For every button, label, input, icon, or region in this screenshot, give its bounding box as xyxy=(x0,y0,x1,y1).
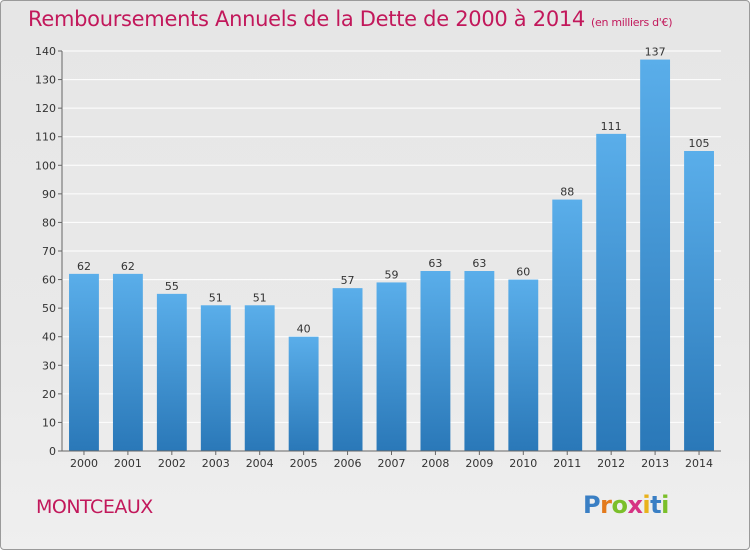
data-label: 60 xyxy=(516,266,530,279)
bar xyxy=(376,282,407,451)
data-label: 59 xyxy=(385,268,399,281)
y-tick-label: 70 xyxy=(42,245,56,258)
x-tick-label: 2004 xyxy=(246,457,274,470)
x-tick-label: 2008 xyxy=(421,457,449,470)
bar xyxy=(684,151,714,451)
y-tick-label: 80 xyxy=(42,216,56,229)
data-label: 55 xyxy=(165,280,179,293)
y-tick-label: 10 xyxy=(42,416,56,429)
bar xyxy=(420,271,451,451)
x-tick-label: 2014 xyxy=(685,457,713,470)
data-label: 137 xyxy=(645,46,666,59)
logo-letter: r xyxy=(600,491,612,519)
bar xyxy=(464,271,495,451)
bar xyxy=(69,273,99,451)
data-label: 57 xyxy=(341,274,355,287)
x-tick-label: 2006 xyxy=(334,457,362,470)
y-tick-label: 30 xyxy=(42,359,56,372)
x-tick-label: 2013 xyxy=(641,457,669,470)
commune-name: MONTCEAUX xyxy=(36,496,153,518)
x-tick-label: 2011 xyxy=(553,457,581,470)
logo-letter: t xyxy=(650,491,662,519)
bar xyxy=(244,305,275,451)
bar xyxy=(156,293,187,451)
x-tick-label: 2007 xyxy=(378,457,406,470)
bar xyxy=(552,199,583,451)
bar xyxy=(596,133,627,451)
data-label: 111 xyxy=(601,120,622,133)
y-tick-label: 20 xyxy=(42,388,56,401)
x-tick-label: 2012 xyxy=(597,457,625,470)
bar xyxy=(112,273,143,451)
y-tick-label: 50 xyxy=(42,302,56,315)
data-label: 63 xyxy=(428,257,442,270)
proxiti-logo[interactable]: Proxiti xyxy=(583,491,669,519)
y-tick-label: 120 xyxy=(35,102,56,115)
logo-letter: o xyxy=(611,491,628,519)
data-label: 88 xyxy=(560,186,574,199)
x-tick-label: 2009 xyxy=(465,457,493,470)
y-tick-label: 60 xyxy=(42,274,56,287)
x-axis: 2000 2001 2002 2003 2004 2005 2006 2007 2008 2009… xyxy=(62,450,721,470)
y-tick-label: 0 xyxy=(49,445,56,458)
logo-letter: i xyxy=(661,491,669,519)
data-label: 62 xyxy=(121,260,135,273)
bar xyxy=(332,288,363,451)
y-tick-label: 110 xyxy=(35,131,56,144)
unit-label: (en milliers d'€) xyxy=(591,16,673,29)
logo-letter: x xyxy=(627,491,643,519)
y-tick-label: 100 xyxy=(35,159,56,172)
y-tick-label: 90 xyxy=(42,188,56,201)
x-tick-label: 2000 xyxy=(70,457,98,470)
y-tick-label: 40 xyxy=(42,331,56,344)
bar xyxy=(288,336,319,451)
data-label: 63 xyxy=(472,257,486,270)
chart-title: Remboursements Annuels de la Dette de 20… xyxy=(28,7,672,31)
data-label: 105 xyxy=(689,137,710,150)
bar xyxy=(508,279,539,451)
data-label: 51 xyxy=(253,291,267,304)
data-label: 51 xyxy=(209,291,223,304)
x-tick-label: 2002 xyxy=(158,457,186,470)
x-tick-label: 2010 xyxy=(509,457,537,470)
y-tick-label: 130 xyxy=(35,74,56,87)
x-tick-label: 2003 xyxy=(202,457,230,470)
x-tick-label: 2005 xyxy=(290,457,318,470)
bar xyxy=(200,305,231,451)
bar xyxy=(640,59,671,451)
data-label: 40 xyxy=(297,323,311,336)
y-tick-label: 140 xyxy=(35,45,56,58)
logo-letter: P xyxy=(583,491,601,519)
x-tick-label: 2001 xyxy=(114,457,142,470)
logo-letter: i xyxy=(642,491,651,519)
y-axis: 0 10 20 30 40 50 60 70 80 90 100 110 120 130 140 xyxy=(35,45,63,458)
data-label: 62 xyxy=(77,260,91,273)
title-text: Remboursements Annuels de la Dette de 20… xyxy=(28,7,585,31)
bars: 62 62 55 51 51 40 57 59 63 63 60 88 111 137 105 xyxy=(69,46,714,451)
